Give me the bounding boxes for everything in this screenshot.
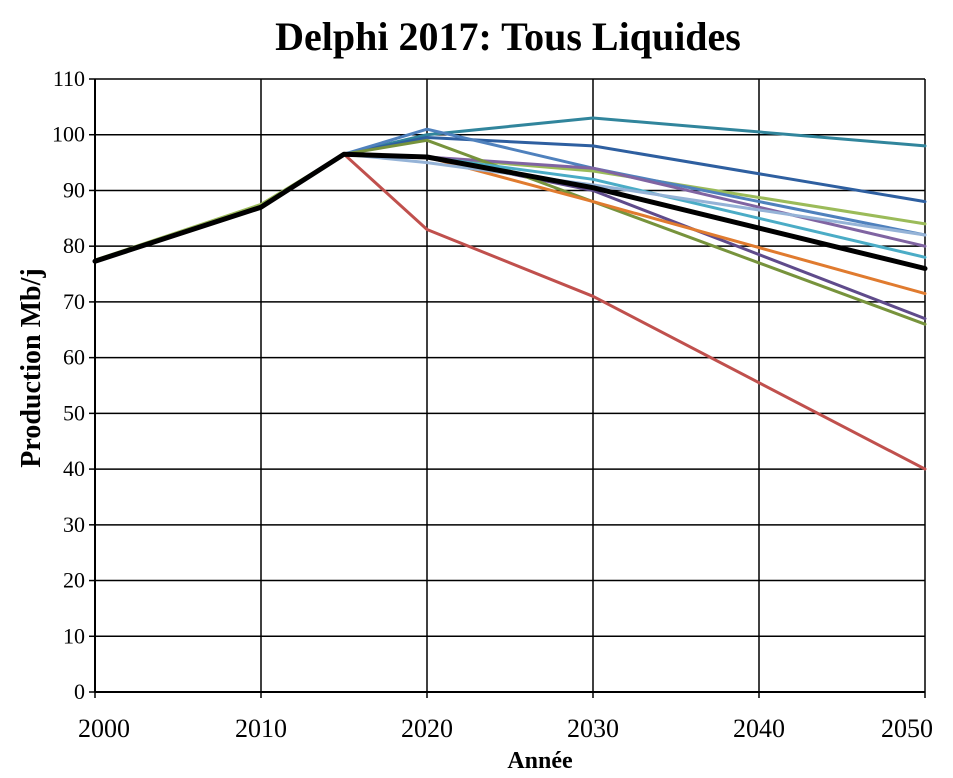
axes [94, 79, 925, 693]
y-tick-labels: 0 10 20 30 40 50 60 70 80 90 100 110 [52, 66, 85, 704]
x-tick-label: 2020 [401, 714, 453, 743]
y-axis-title: Production Mb/j [16, 268, 47, 467]
y-tick-label: 20 [63, 568, 85, 593]
y-tick-label: 60 [63, 345, 85, 370]
x-tick-label: 2040 [733, 714, 785, 743]
series-lines [92, 116, 928, 471]
series-line-11 [342, 152, 927, 237]
series-line-12 [92, 151, 928, 271]
x-tick-label: 2030 [567, 714, 619, 743]
x-tick-label: 2050 [881, 714, 933, 743]
y-tick-label: 50 [63, 400, 85, 425]
chart-title: Delphi 2017: Tous Liquides [275, 14, 741, 59]
y-tick-label: 110 [53, 66, 85, 91]
y-tick-label: 70 [63, 289, 85, 314]
x-tick-label: 2000 [78, 714, 130, 743]
series-line-5 [342, 127, 927, 237]
y-tick-label: 40 [63, 456, 85, 481]
y-tick-label: 30 [63, 512, 85, 537]
series-line-2 [342, 152, 927, 471]
series-line-3 [342, 116, 927, 156]
x-tick-labels: 2000 2010 2020 2030 2040 2050 [78, 714, 933, 743]
y-tick-label: 90 [63, 177, 85, 202]
y-tick-label: 80 [63, 233, 85, 258]
y-tick-label: 100 [52, 122, 85, 147]
x-axis-title: Année [507, 748, 573, 774]
y-tick-label: 10 [63, 623, 85, 648]
y-tick-label: 0 [74, 679, 85, 704]
x-tick-label: 2010 [235, 714, 287, 743]
